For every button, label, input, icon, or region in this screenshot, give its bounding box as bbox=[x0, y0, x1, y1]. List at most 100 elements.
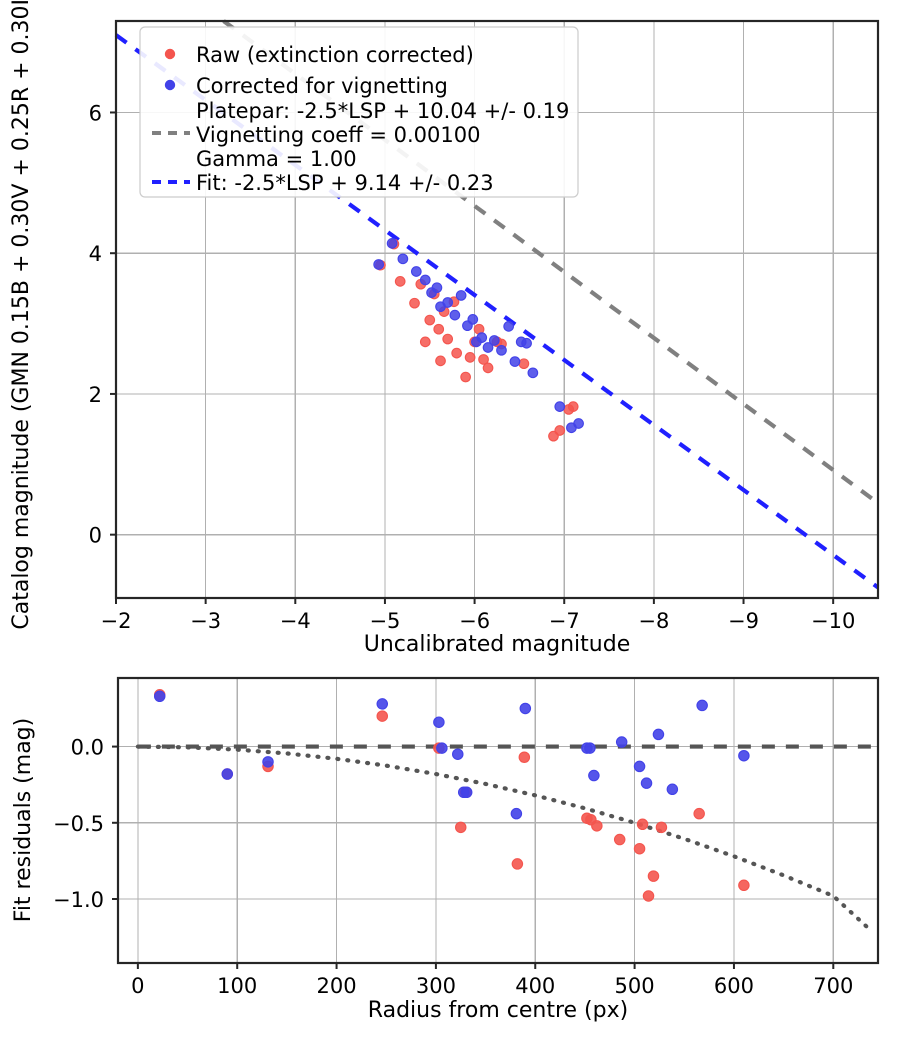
data-point bbox=[419, 336, 431, 348]
data-point bbox=[410, 266, 422, 277]
svg-text:−3: −3 bbox=[190, 609, 221, 633]
data-point bbox=[510, 807, 523, 820]
data-point bbox=[518, 358, 530, 370]
data-point bbox=[496, 344, 507, 356]
data-point bbox=[519, 702, 532, 715]
legend-marker-raw bbox=[164, 48, 176, 60]
data-point bbox=[460, 786, 473, 799]
data-point bbox=[386, 238, 398, 249]
top-x-axis-title: Uncalibrated magnitude bbox=[364, 632, 630, 657]
top-panel-frame bbox=[114, 19, 880, 600]
data-point bbox=[433, 716, 445, 728]
svg-text:−1.0: −1.0 bbox=[53, 888, 104, 912]
data-point bbox=[467, 314, 479, 325]
legend: Raw (extinction corrected) Corrected for… bbox=[139, 26, 579, 198]
data-point bbox=[460, 371, 471, 383]
bottom-panel-ticks: 0 100 200 300 400 500 600 700 0.0 −0.5 −1.0 bbox=[53, 736, 853, 998]
svg-text:−0.5: −0.5 bbox=[53, 812, 104, 836]
data-point bbox=[588, 769, 600, 782]
data-point bbox=[435, 355, 446, 367]
svg-text:−10: −10 bbox=[811, 609, 855, 633]
legend-background bbox=[139, 26, 579, 198]
data-point bbox=[442, 297, 454, 308]
svg-text:100: 100 bbox=[217, 974, 257, 998]
data-point bbox=[262, 756, 274, 768]
top-y-axis-title: Catalog magnitude (GMN 0.15B + 0.30V + 0… bbox=[9, 0, 34, 630]
bottom-panel-frame bbox=[116, 676, 880, 965]
data-point bbox=[436, 742, 448, 754]
legend-label-platepar-1: Platepar: -2.5*LSP + 10.04 +/- 0.19 bbox=[196, 99, 569, 123]
svg-text:−9: −9 bbox=[728, 609, 759, 633]
svg-text:200: 200 bbox=[317, 974, 357, 998]
data-point bbox=[554, 425, 566, 436]
legend-marker-corrected bbox=[164, 79, 176, 91]
svg-text:600: 600 bbox=[714, 974, 754, 998]
data-point bbox=[454, 821, 467, 834]
data-point bbox=[693, 807, 705, 820]
svg-text:2: 2 bbox=[89, 383, 102, 407]
top-panel-datapoints bbox=[373, 238, 584, 442]
data-point bbox=[527, 367, 539, 379]
data-point bbox=[442, 333, 454, 345]
data-point bbox=[464, 351, 476, 363]
data-point bbox=[509, 356, 521, 367]
svg-text:0.0: 0.0 bbox=[71, 736, 104, 760]
svg-text:400: 400 bbox=[515, 974, 555, 998]
svg-text:300: 300 bbox=[416, 974, 456, 998]
bottom-y-axis-title: Fit residuals (mag) bbox=[11, 718, 36, 922]
data-point bbox=[482, 362, 494, 374]
svg-text:4: 4 bbox=[89, 242, 102, 266]
data-point bbox=[633, 842, 646, 855]
data-point bbox=[503, 321, 515, 332]
data-point bbox=[153, 690, 166, 703]
data-point bbox=[655, 821, 668, 834]
data-point bbox=[636, 818, 649, 831]
bottom-panel-datapoints bbox=[153, 689, 750, 902]
svg-text:−4: −4 bbox=[280, 609, 311, 633]
data-point bbox=[376, 698, 389, 710]
data-point bbox=[455, 290, 467, 301]
data-point bbox=[376, 710, 389, 722]
data-point bbox=[478, 354, 489, 365]
bottom-panel-model-curves bbox=[135, 744, 874, 931]
data-point bbox=[573, 418, 584, 429]
data-point bbox=[615, 736, 628, 748]
svg-text:700: 700 bbox=[813, 974, 853, 998]
data-point bbox=[518, 751, 531, 764]
data-point bbox=[647, 870, 660, 882]
data-point bbox=[633, 760, 646, 773]
data-point bbox=[554, 401, 566, 412]
data-point bbox=[591, 820, 603, 832]
data-point bbox=[482, 342, 494, 353]
legend-label-platepar-2: Vignetting coeff = 0.00100 bbox=[196, 123, 480, 147]
data-point bbox=[521, 337, 532, 349]
svg-text:−2: −2 bbox=[101, 609, 132, 633]
fit-residuals-panel: 0 100 200 300 400 500 600 700 0.0 −0.5 −1.0 Radius… bbox=[11, 676, 880, 1023]
data-point bbox=[431, 282, 443, 294]
legend-label-corrected: Corrected for vignetting bbox=[196, 74, 448, 98]
data-point bbox=[613, 833, 626, 846]
data-point bbox=[511, 858, 524, 870]
data-point bbox=[397, 253, 409, 265]
data-point bbox=[738, 879, 750, 892]
data-point bbox=[476, 332, 488, 343]
data-point bbox=[409, 297, 420, 309]
top-panel-ticks: −2 −3 −4 −5 −6 −7 −8 −9 −10 0 2 4 6 bbox=[89, 101, 856, 633]
data-point bbox=[452, 748, 464, 760]
data-point bbox=[642, 890, 655, 902]
data-point bbox=[424, 314, 436, 326]
data-point bbox=[584, 742, 596, 754]
data-point bbox=[449, 309, 461, 321]
svg-text:500: 500 bbox=[615, 974, 655, 998]
svg-text:6: 6 bbox=[89, 101, 102, 125]
data-point bbox=[488, 335, 500, 346]
data-point bbox=[640, 777, 653, 789]
svg-text:−7: −7 bbox=[549, 609, 580, 633]
data-point bbox=[451, 347, 463, 359]
legend-label-platepar-3: Gamma = 1.00 bbox=[196, 147, 357, 171]
svg-text:−8: −8 bbox=[638, 609, 669, 633]
svg-text:−6: −6 bbox=[459, 609, 490, 633]
svg-text:−5: −5 bbox=[369, 609, 400, 633]
